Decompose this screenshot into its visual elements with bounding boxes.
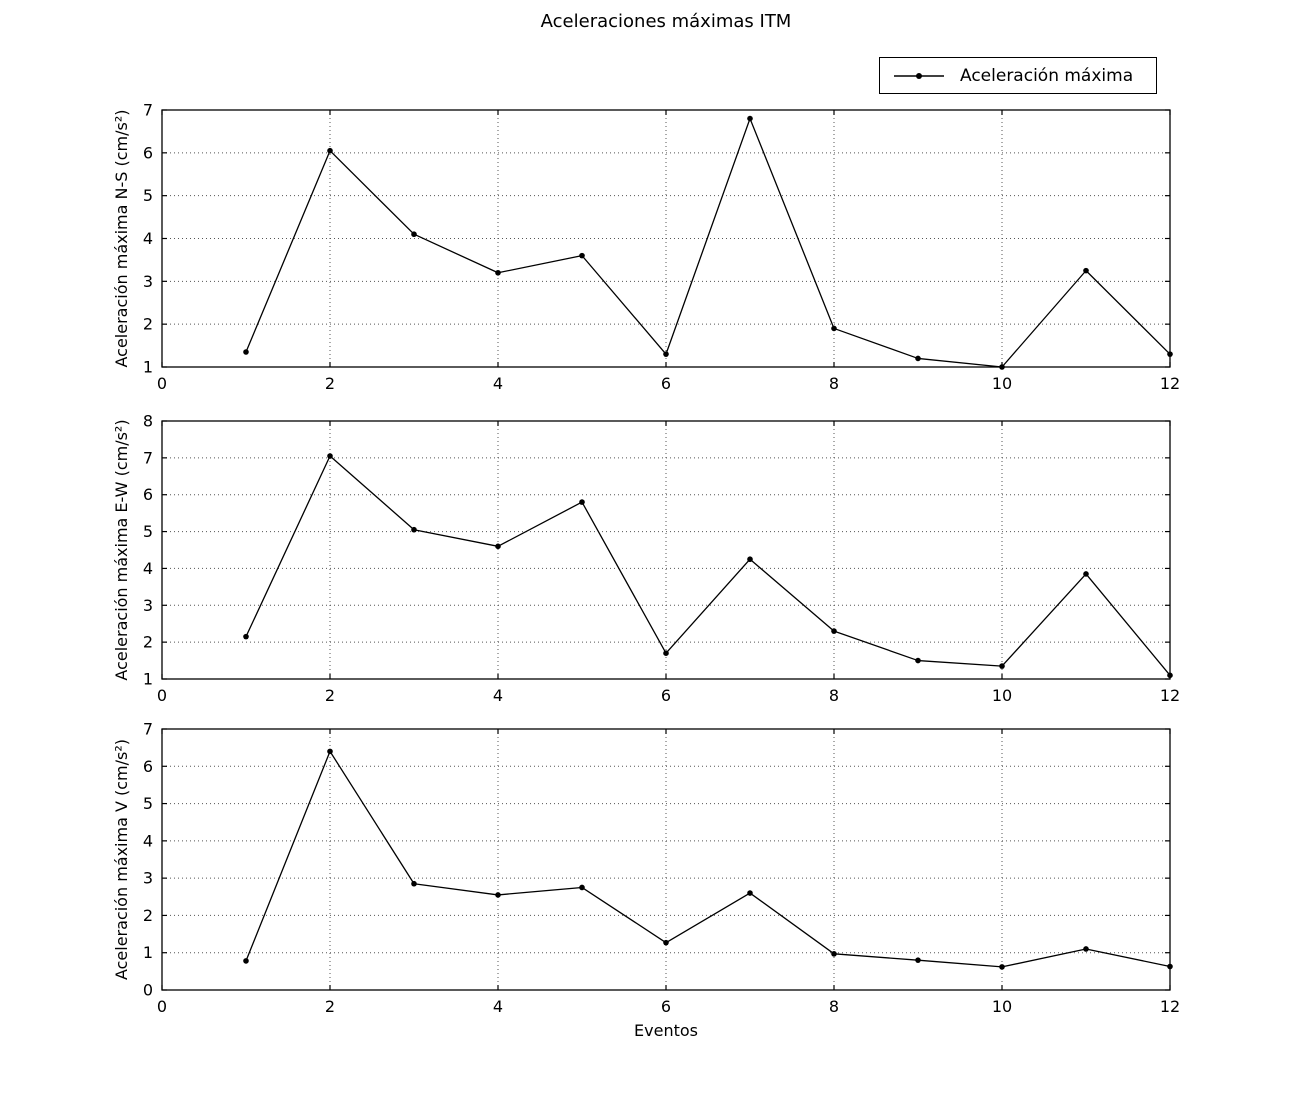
data-point bbox=[831, 628, 837, 634]
data-point bbox=[411, 231, 417, 238]
y-tick-label: 1 bbox=[143, 670, 153, 689]
data-point bbox=[831, 325, 837, 332]
data-point bbox=[1167, 963, 1173, 970]
data-point bbox=[327, 748, 333, 755]
data-point bbox=[411, 880, 417, 887]
data-point bbox=[831, 951, 837, 957]
y-tick-label: 7 bbox=[143, 101, 153, 120]
y-tick-label: 4 bbox=[143, 831, 153, 850]
x-tick-label: 12 bbox=[1160, 374, 1180, 393]
y-tick-label: 2 bbox=[143, 633, 153, 652]
x-tick-label: 0 bbox=[157, 686, 167, 705]
x-tick-label: 4 bbox=[493, 997, 503, 1016]
data-point bbox=[495, 269, 501, 276]
y-tick-label: 8 bbox=[143, 412, 153, 431]
data-point bbox=[243, 958, 249, 964]
data-point bbox=[999, 364, 1005, 370]
data-point bbox=[327, 453, 333, 459]
figure-title: Aceleraciones máximas ITM bbox=[540, 11, 792, 32]
data-point bbox=[495, 543, 501, 550]
data-point bbox=[999, 663, 1005, 669]
legend: Aceleración máxima bbox=[879, 57, 1157, 94]
x-tick-label: 8 bbox=[829, 997, 839, 1016]
data-point bbox=[663, 939, 669, 946]
data-point bbox=[747, 890, 753, 896]
x-tick-label: 10 bbox=[992, 374, 1012, 393]
y-tick-label: 1 bbox=[143, 358, 153, 377]
data-point bbox=[1083, 267, 1089, 274]
y-tick-label: 5 bbox=[143, 522, 153, 541]
x-tick-label: 2 bbox=[325, 997, 335, 1016]
y-tick-label: 3 bbox=[143, 596, 153, 615]
x-tick-label: 4 bbox=[493, 374, 503, 393]
x-tick-label: 8 bbox=[829, 686, 839, 705]
x-tick-label: 0 bbox=[157, 997, 167, 1016]
data-point bbox=[663, 650, 669, 656]
x-tick-label: 12 bbox=[1160, 686, 1180, 705]
data-point bbox=[411, 526, 417, 533]
data-point bbox=[579, 499, 585, 505]
line-dot-marker-icon bbox=[894, 72, 944, 79]
plot-area bbox=[161, 728, 1171, 991]
data-point bbox=[1083, 571, 1089, 577]
y-tick-label: 2 bbox=[143, 315, 153, 334]
x-tick-label: 8 bbox=[829, 374, 839, 393]
data-point bbox=[915, 957, 921, 963]
data-point bbox=[243, 633, 249, 640]
data-point bbox=[747, 115, 753, 122]
x-tick-label: 10 bbox=[992, 997, 1012, 1016]
y-tick-label: 0 bbox=[143, 981, 153, 1000]
data-line bbox=[245, 750, 1171, 968]
y-tick-label: 7 bbox=[143, 720, 153, 739]
x-tick-label: 2 bbox=[325, 374, 335, 393]
data-point bbox=[915, 657, 921, 664]
y-axis-label: Aceleración máxima N-S (cm/s²) bbox=[112, 109, 131, 367]
y-tick-label: 4 bbox=[143, 229, 153, 248]
x-tick-label: 2 bbox=[325, 686, 335, 705]
data-point bbox=[915, 355, 921, 362]
y-tick-label: 5 bbox=[143, 186, 153, 205]
data-point bbox=[1167, 351, 1173, 357]
data-point bbox=[747, 556, 753, 563]
y-tick-label: 6 bbox=[143, 143, 153, 162]
y-tick-label: 1 bbox=[143, 943, 153, 962]
y-tick-label: 3 bbox=[143, 272, 153, 291]
y-tick-label: 3 bbox=[143, 869, 153, 888]
x-tick-label: 6 bbox=[661, 686, 671, 705]
data-point bbox=[495, 892, 501, 898]
y-tick-label: 5 bbox=[143, 794, 153, 813]
x-tick-label: 0 bbox=[157, 374, 167, 393]
y-tick-label: 2 bbox=[143, 906, 153, 925]
y-axis-label: Aceleración máxima V (cm/s²) bbox=[112, 739, 131, 980]
y-tick-label: 6 bbox=[143, 757, 153, 776]
data-point bbox=[243, 349, 249, 355]
x-tick-label: 4 bbox=[493, 686, 503, 705]
x-axis-label: Eventos bbox=[634, 1021, 698, 1040]
data-point bbox=[663, 351, 669, 357]
data-point bbox=[1083, 946, 1089, 952]
y-tick-label: 6 bbox=[143, 485, 153, 504]
y-axis-label: Aceleración máxima E-W (cm/s²) bbox=[112, 419, 131, 680]
data-line bbox=[245, 455, 1171, 676]
x-tick-label: 6 bbox=[661, 997, 671, 1016]
data-point bbox=[1167, 672, 1173, 679]
data-point bbox=[327, 147, 333, 154]
y-tick-label: 7 bbox=[143, 448, 153, 467]
x-tick-label: 6 bbox=[661, 374, 671, 393]
x-tick-label: 12 bbox=[1160, 997, 1180, 1016]
data-point bbox=[579, 252, 585, 259]
x-tick-label: 10 bbox=[992, 686, 1012, 705]
legend-label: Aceleración máxima bbox=[960, 65, 1134, 86]
y-tick-label: 4 bbox=[143, 559, 153, 578]
data-point bbox=[999, 964, 1005, 970]
data-point bbox=[579, 884, 585, 891]
data-line bbox=[245, 117, 1171, 368]
